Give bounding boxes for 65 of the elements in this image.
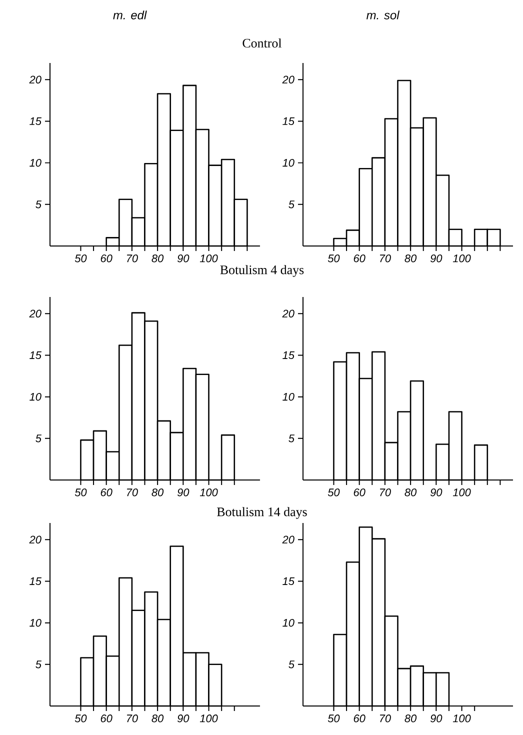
x-tick-label: 70 xyxy=(126,714,138,722)
y-tick-label: 5 xyxy=(288,434,295,442)
x-tick-label: 60 xyxy=(354,488,366,496)
x-tick-label: 90 xyxy=(177,254,190,262)
x-tick-label: 90 xyxy=(177,714,190,722)
y-tick-label: 5 xyxy=(288,200,295,208)
x-tick-label: 70 xyxy=(380,714,391,722)
text: Control xyxy=(242,38,282,48)
x-tick-label: 90 xyxy=(430,254,442,262)
x-tick-label: 50 xyxy=(74,488,87,496)
y-tick-label: 10 xyxy=(30,158,42,167)
x-tick-label: 100 xyxy=(452,714,471,722)
y-tick-label: 20 xyxy=(282,536,294,544)
y-tick-label: 10 xyxy=(282,618,294,627)
x-tick-label: 90 xyxy=(430,488,442,496)
y-tick-label: 15 xyxy=(30,577,42,586)
chart-title: m. sol xyxy=(366,10,400,20)
y-tick-label: 20 xyxy=(29,536,42,544)
x-tick-label: 80 xyxy=(404,714,417,722)
x-tick-label: 100 xyxy=(200,488,218,496)
y-tick-label: 10 xyxy=(282,158,294,167)
x-tick-label: 100 xyxy=(200,254,218,262)
text: Botulism 14 days xyxy=(217,507,307,519)
x-tick-label: 60 xyxy=(100,714,112,722)
y-tick-label: 20 xyxy=(282,310,294,318)
x-tick-label: 50 xyxy=(328,254,340,262)
x-tick-label: 100 xyxy=(452,254,471,262)
y-tick-label: 15 xyxy=(30,117,42,126)
x-tick-label: 80 xyxy=(404,254,417,262)
x-tick-label: 70 xyxy=(380,488,391,496)
y-tick-label: 5 xyxy=(36,660,42,668)
x-tick-label: 60 xyxy=(100,254,112,262)
chart-title: m. edl xyxy=(113,10,147,20)
y-tick-label: 15 xyxy=(282,577,295,586)
x-tick-label: 80 xyxy=(152,714,164,722)
x-tick-label: 70 xyxy=(126,488,138,496)
x-tick-label: 50 xyxy=(328,714,340,722)
text: Botulism 4 days xyxy=(220,265,304,277)
y-tick-label: 15 xyxy=(282,117,295,126)
x-tick-label: 70 xyxy=(380,254,391,262)
x-tick-label: 60 xyxy=(354,714,366,722)
y-tick-label: 5 xyxy=(36,200,42,208)
y-tick-label: 10 xyxy=(282,392,294,401)
x-tick-label: 60 xyxy=(354,254,366,262)
x-tick-label: 70 xyxy=(126,254,138,262)
y-tick-label: 15 xyxy=(282,351,295,360)
x-tick-label: 100 xyxy=(452,488,471,496)
y-tick-label: 10 xyxy=(30,618,42,627)
x-tick-label: 80 xyxy=(404,488,417,496)
x-tick-label: 90 xyxy=(177,488,190,496)
y-tick-label: 20 xyxy=(282,76,294,84)
x-tick-label: 60 xyxy=(100,488,112,496)
x-tick-label: 80 xyxy=(152,488,164,496)
x-tick-label: 50 xyxy=(74,254,87,262)
x-tick-label: 100 xyxy=(200,714,218,722)
y-tick-label: 15 xyxy=(30,351,42,360)
y-tick-label: 20 xyxy=(29,310,42,318)
x-tick-label: 50 xyxy=(74,714,87,722)
y-tick-label: 5 xyxy=(36,434,42,442)
y-tick-label: 10 xyxy=(30,392,42,401)
x-tick-label: 50 xyxy=(328,488,340,496)
y-tick-label: 5 xyxy=(288,660,295,668)
x-tick-label: 80 xyxy=(152,254,164,262)
y-tick-label: 20 xyxy=(29,76,42,84)
x-tick-label: 90 xyxy=(430,714,442,722)
